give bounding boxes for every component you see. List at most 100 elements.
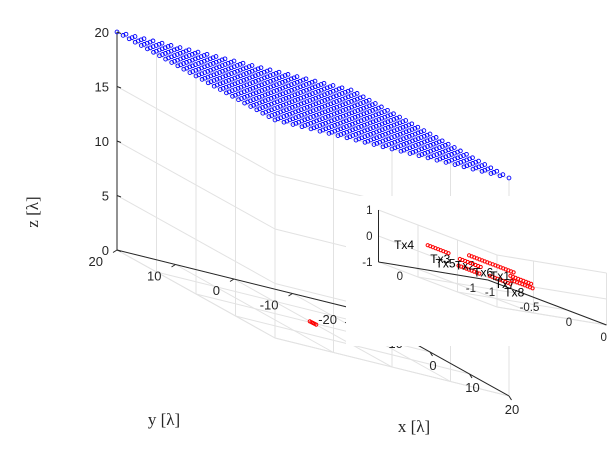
receive-point [348,93,354,99]
transmit-array-point [314,322,319,327]
transmitter-label: Tx6 [473,265,493,279]
receive-point [211,78,217,83]
y-tick-mark [112,249,118,253]
receive-point [376,117,382,122]
receive-point [316,106,322,111]
receive-point [343,118,349,124]
receive-point [284,113,290,118]
receive-point [196,66,202,72]
receive-point [482,167,488,173]
receive-point [310,108,316,114]
receive-point [455,161,461,166]
receive-point [418,135,424,140]
receive-point [253,90,259,96]
transmitter-element [508,281,513,286]
inset-grid-line [457,291,568,311]
receive-point [443,160,449,165]
receive-point [266,114,272,119]
receive-point [220,86,226,91]
y-tick-mark [229,278,235,282]
receive-point [433,140,439,146]
receive-point [285,72,291,77]
receive-point [449,152,454,157]
receive-point [359,124,364,129]
receive-point [175,63,181,69]
receive-point [195,49,201,55]
wall-grid-line [116,249,276,339]
receive-point [289,99,295,105]
receive-point [259,82,265,88]
receive-point [476,164,482,170]
receive-point [476,158,481,164]
transmitter-label: Tx2 [455,259,475,273]
receive-point [224,90,229,96]
receive-point [326,131,332,136]
receive-point [269,107,274,113]
receive-point [226,83,232,89]
receive-point [461,153,466,158]
receive-point [247,87,253,92]
receive-point [412,126,418,131]
receive-point [280,80,285,85]
receive-point [332,128,338,134]
receive-point [379,127,385,133]
receive-point [318,82,324,87]
receive-point [226,78,232,83]
receive-point [343,112,349,118]
receive-point [337,109,343,115]
receive-point [242,100,247,106]
receive-point [398,148,404,154]
inset-z-tick-label: 0 [366,231,372,243]
receive-point [406,128,412,134]
receive-point [361,100,366,105]
receive-point [178,62,184,68]
receive-point [141,36,147,42]
wall-grid-line [116,195,276,284]
receive-point [195,55,201,61]
receive-point [199,77,205,82]
receive-point [389,146,395,152]
receive-point [296,119,302,125]
receive-point [114,29,120,35]
transmitter-element [529,281,534,286]
receive-point [322,103,328,109]
receive-point [317,128,323,134]
receive-point [254,107,260,113]
receive-point [193,73,199,79]
receive-point [312,78,318,84]
receive-point [292,86,297,92]
receive-point [424,132,430,138]
receive-point [332,117,337,123]
receive-point [211,66,216,72]
receive-point [328,107,334,112]
receive-point [159,40,165,46]
receive-point [120,33,126,38]
receive-point [220,80,226,86]
receive-point [427,137,433,143]
receive-point [339,91,345,96]
receive-point [268,90,274,96]
receive-point [343,101,348,107]
receive-point [280,97,286,102]
y-tick-label: 0 [213,283,220,298]
receive-point [359,135,365,141]
receive-point [362,139,368,145]
receive-point [313,95,319,101]
receive-point [275,110,281,116]
receive-point [262,98,268,104]
y-tick-mark [171,264,176,268]
receive-point [365,138,371,144]
receive-point [327,84,333,90]
x-tick-mark [469,373,473,379]
receive-point [334,93,339,99]
receive-point [370,108,375,113]
receive-point [422,151,428,156]
receive-point [440,149,445,155]
receive-point [253,79,258,84]
receive-point [291,75,297,81]
z-tick-label: 10 [95,134,109,149]
receive-point [374,141,380,146]
receive-point [269,113,275,118]
receive-point [230,93,235,99]
receive-point [407,139,412,145]
